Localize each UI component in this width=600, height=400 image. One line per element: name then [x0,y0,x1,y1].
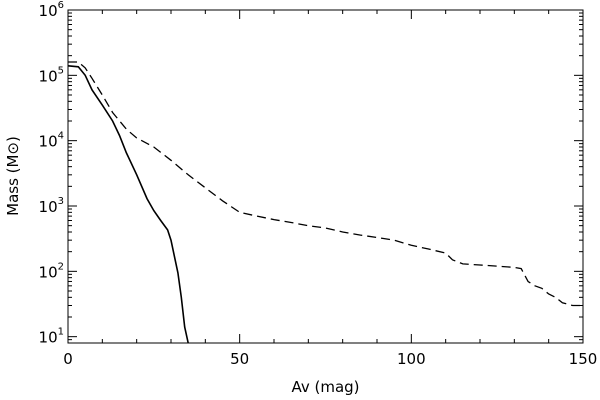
y-tick-label: 103 [39,196,64,216]
plot-frame [67,9,584,344]
y-axis-title-prefix: Mass (M [4,155,22,216]
sun-symbol: ⊙ [4,142,22,155]
x-axis-title: Av (mag) [291,378,359,396]
y-tick-label: 105 [39,65,64,85]
series-line-solid [68,65,189,343]
x-tick-label: 100 [397,350,426,368]
y-tick-exponent: 5 [58,65,64,76]
y-tick-label: 104 [39,131,64,151]
y-tick-base: 10 [39,2,58,20]
y-tick-exponent: 6 [58,0,64,11]
y-tick-label: 101 [39,327,64,347]
x-tick-label: 0 [63,350,73,368]
y-tick-base: 10 [39,198,58,216]
y-tick-base: 10 [39,67,58,85]
y-tick-exponent: 2 [58,261,64,272]
y-tick-exponent: 4 [58,131,64,142]
y-tick-label: 102 [39,261,64,281]
x-axis: 0 50 100 150 [63,10,597,368]
y-tick-label: 106 [39,0,64,20]
y-axis-title-suffix: ) [4,136,22,142]
plot-border [67,9,584,344]
y-tick-base: 10 [39,263,58,281]
y-tick-base: 10 [39,133,58,151]
series-line-dashed [68,61,583,307]
y-axis-title: Mass (M⊙) [4,136,22,216]
y-tick-base: 10 [39,329,58,347]
y-tick-exponent: 3 [58,196,64,207]
series-group [68,61,583,343]
x-tick-label: 150 [569,350,598,368]
y-tick-exponent: 1 [58,327,64,338]
x-tick-label: 50 [230,350,249,368]
